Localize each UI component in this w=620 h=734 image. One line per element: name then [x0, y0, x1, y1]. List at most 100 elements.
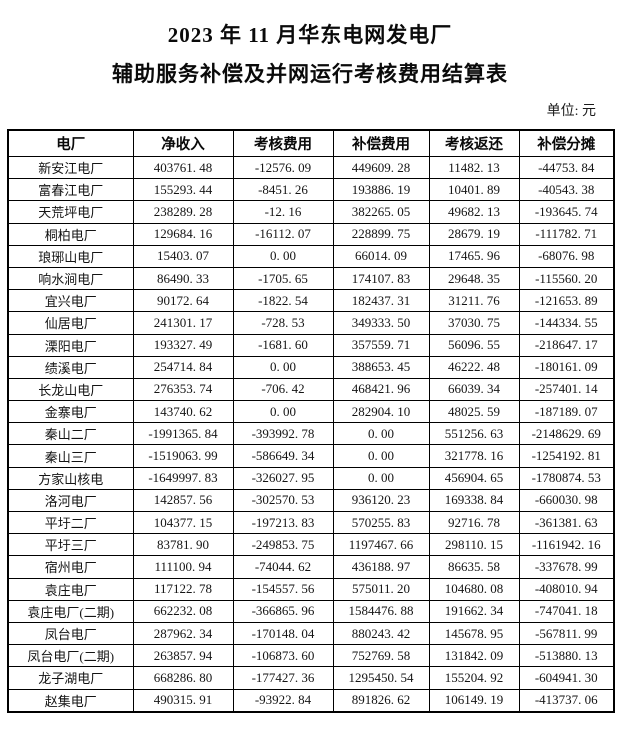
cell-value: 106149. 19 — [428, 688, 520, 713]
table-row: 响水涧电厂 86490. 33 -1705. 65 174107. 83 29648. … — [7, 266, 615, 291]
cell-plant-name: 凤台电厂(二期) — [7, 644, 134, 668]
cell-value: 29648. 35 — [428, 266, 520, 291]
cell-plant-name: 平圩三厂 — [7, 533, 134, 557]
cell-value: -16112. 07 — [232, 222, 334, 246]
cell-value: -366865. 96 — [232, 599, 334, 623]
cell-value: -567811. 99 — [518, 621, 615, 646]
table-row: 宜兴电厂 90172. 64 -1822. 54 182437. 31 31211. 7… — [7, 289, 615, 313]
cell-value: 0. 00 — [332, 466, 430, 490]
cell-value: 145678. 95 — [428, 621, 520, 646]
cell-value: 131842. 09 — [428, 644, 520, 668]
cell-value: -1780874. 53 — [518, 466, 615, 490]
cell-value: 570255. 83 — [332, 510, 430, 535]
cell-value: 282904. 10 — [332, 400, 430, 424]
column-header-assessment-fee: 考核费用 — [232, 129, 334, 157]
cell-value: 403761. 48 — [132, 155, 234, 180]
table-row: 方家山核电 -1649997. 83 -326027. 95 0. 00 456904.… — [7, 466, 615, 490]
cell-value: -1161942. 16 — [518, 533, 615, 557]
table-row: 袁庄电厂(二期) 662232. 08 -366865. 96 1584476. 88… — [7, 599, 615, 623]
cell-value: 254714. 84 — [132, 355, 234, 379]
cell-value: 490315. 91 — [132, 688, 234, 713]
cell-value: -326027. 95 — [232, 466, 334, 490]
cell-value: 752769. 58 — [332, 644, 430, 668]
column-header-assessment-return: 考核返还 — [428, 129, 520, 157]
cell-value: 668286. 80 — [132, 666, 234, 690]
cell-value: 193327. 49 — [132, 333, 234, 357]
cell-value: 349333. 50 — [332, 311, 430, 335]
table-row: 袁庄电厂 117122. 78 -154557. 56 575011. 20 10468… — [7, 577, 615, 601]
cell-value: -193645. 74 — [518, 200, 615, 224]
cell-value: -111782. 71 — [518, 222, 615, 246]
cell-value: -1254192. 81 — [518, 444, 615, 468]
table-body: 新安江电厂 403761. 48 -12576. 09 449609. 28 11482… — [7, 155, 615, 713]
cell-value: 66039. 34 — [428, 377, 520, 402]
cell-value: -706. 42 — [232, 377, 334, 402]
cell-value: -1822. 54 — [232, 289, 334, 313]
cell-value: 357559. 71 — [332, 333, 430, 357]
table-row: 仙居电厂 241301. 17 -728. 53 349333. 50 37030. 7… — [7, 311, 615, 335]
table-row: 长龙山电厂 276353. 74 -706. 42 468421. 96 66039. … — [7, 377, 615, 402]
table-row: 新安江电厂 403761. 48 -12576. 09 449609. 28 11482… — [7, 155, 615, 180]
cell-value: 46222. 48 — [428, 355, 520, 379]
cell-value: -337678. 99 — [518, 555, 615, 579]
cell-value: 1584476. 88 — [332, 599, 430, 623]
table-row: 凤台电厂 287962. 34 -170148. 04 880243. 42 14567… — [7, 621, 615, 646]
cell-value: -586649. 34 — [232, 444, 334, 468]
cell-value: -144334. 55 — [518, 311, 615, 335]
cell-value: 0. 00 — [232, 244, 334, 268]
cell-value: -8451. 26 — [232, 178, 334, 202]
cell-plant-name: 仙居电厂 — [7, 311, 134, 335]
cell-value: 936120. 23 — [332, 488, 430, 513]
cell-value: -187189. 07 — [518, 400, 615, 424]
cell-value: 15403. 07 — [132, 244, 234, 268]
cell-value: 298110. 15 — [428, 533, 520, 557]
cell-value: 104377. 15 — [132, 510, 234, 535]
cell-plant-name: 天荒坪电厂 — [7, 200, 134, 224]
cell-value: -1991365. 84 — [132, 422, 234, 446]
cell-plant-name: 富春江电厂 — [7, 178, 134, 202]
cell-value: -2148629. 69 — [518, 422, 615, 446]
cell-value: 891826. 62 — [332, 688, 430, 713]
column-header-compensation-share: 补偿分摊 — [518, 129, 615, 157]
cell-value: 143740. 62 — [132, 400, 234, 424]
cell-value: 142857. 56 — [132, 488, 234, 513]
cell-value: 468421. 96 — [332, 377, 430, 402]
cell-value: 287962. 34 — [132, 621, 234, 646]
table-row: 平圩三厂 83781. 90 -249853. 75 1197467. 66 29811… — [7, 533, 615, 557]
cell-value: 92716. 78 — [428, 510, 520, 535]
cell-value: 436188. 97 — [332, 555, 430, 579]
cell-value: -218647. 17 — [518, 333, 615, 357]
column-header-net-income: 净收入 — [132, 129, 234, 157]
cell-value: 129684. 16 — [132, 222, 234, 246]
table-row: 秦山三厂 -1519063. 99 -586649. 34 0. 00 321778. … — [7, 444, 615, 468]
table-row: 赵集电厂 490315. 91 -93922. 84 891826. 62 106149… — [7, 688, 615, 713]
document-title-line1: 2023 年 11 月华东电网发电厂 — [167, 23, 453, 47]
cell-plant-name: 琅琊山电厂 — [7, 244, 134, 268]
cell-value: 66014. 09 — [332, 244, 430, 268]
cell-value: 662232. 08 — [132, 599, 234, 623]
cell-plant-name: 溧阳电厂 — [7, 333, 134, 357]
cell-value: 117122. 78 — [132, 577, 234, 601]
cell-value: 0. 00 — [232, 355, 334, 379]
cell-value: 193886. 19 — [332, 178, 430, 202]
cell-value: 31211. 76 — [428, 289, 520, 313]
cell-value: 28679. 19 — [428, 222, 520, 246]
cell-value: 155293. 44 — [132, 178, 234, 202]
cell-value: 182437. 31 — [332, 289, 430, 313]
cell-plant-name: 方家山核电 — [7, 466, 134, 490]
cell-value: -361381. 63 — [518, 510, 615, 535]
column-header-plant: 电厂 — [7, 129, 134, 157]
cell-value: -40543. 38 — [518, 178, 615, 202]
cell-value: -177427. 36 — [232, 666, 334, 690]
cell-value: -154557. 56 — [232, 577, 334, 601]
cell-value: -604941. 30 — [518, 666, 615, 690]
table-row: 天荒坪电厂 238289. 28 -12. 16 382265. 05 49682. 1… — [7, 200, 615, 224]
cell-value: -68076. 98 — [518, 244, 615, 268]
cell-value: 155204. 92 — [428, 666, 520, 690]
cell-value: 10401. 89 — [428, 178, 520, 202]
cell-plant-name: 宜兴电厂 — [7, 289, 134, 313]
table-row: 秦山二厂 -1991365. 84 -393992. 78 0. 00 551256. … — [7, 422, 615, 446]
cell-value: -513880. 13 — [518, 644, 615, 668]
cell-value: -1519063. 99 — [132, 444, 234, 468]
